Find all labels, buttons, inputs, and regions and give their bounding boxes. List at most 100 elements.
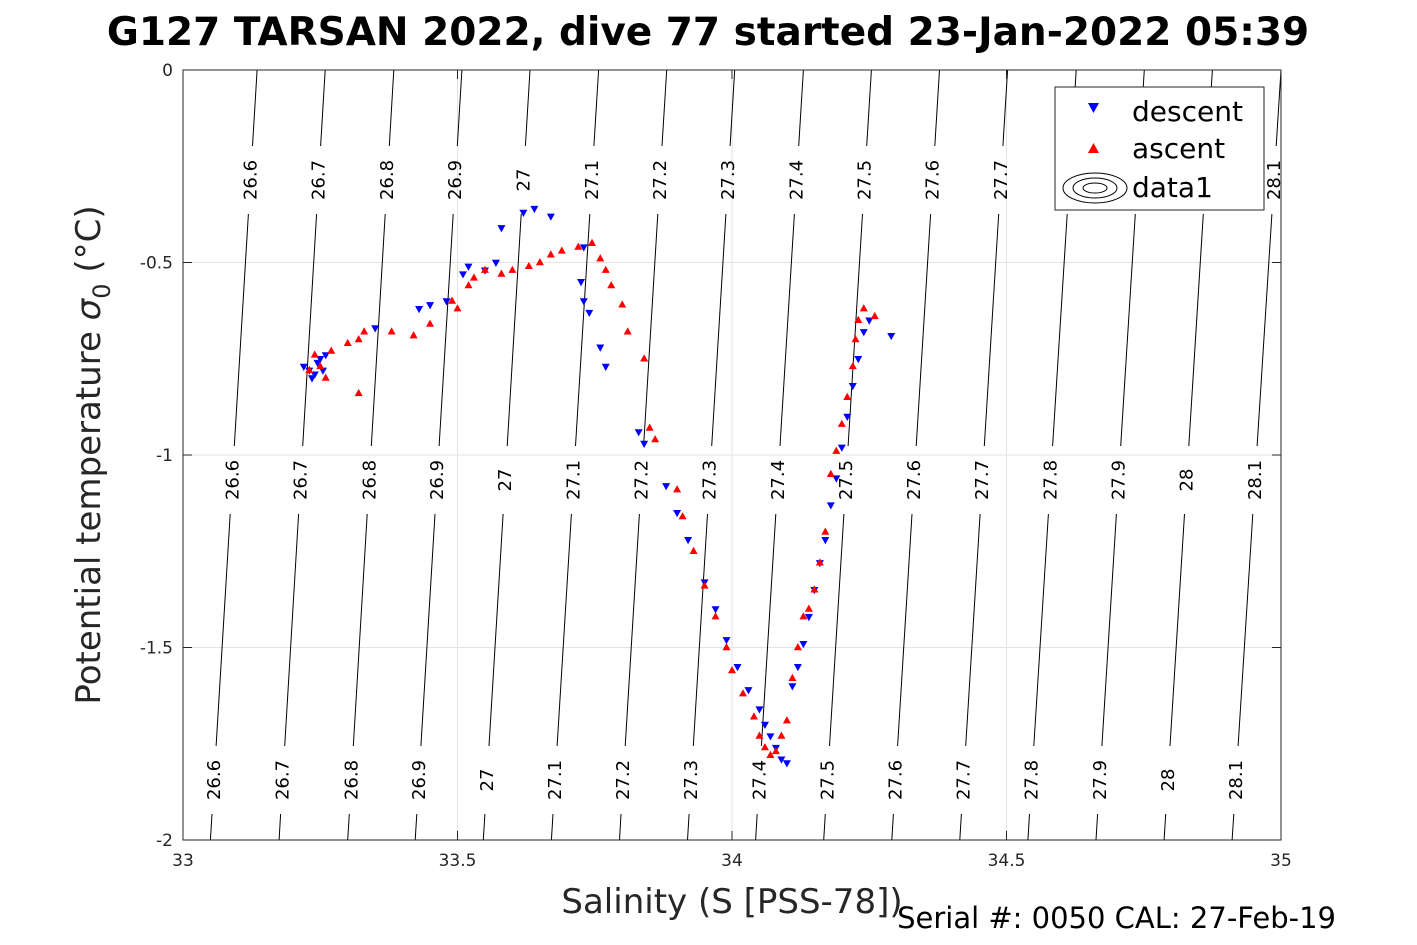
- isopycnal-line: [414, 69, 463, 841]
- isopycnal-label: 27: [495, 469, 516, 492]
- isopycnal-line: [891, 69, 940, 841]
- ascent-point: [782, 716, 791, 724]
- isopycnal-line: [482, 69, 531, 841]
- x-tick-label: 34.5: [988, 851, 1026, 871]
- isopycnal-label: 28.1: [1264, 160, 1285, 200]
- isopycnal-label: 27.6: [923, 160, 944, 200]
- ascent-point: [321, 373, 330, 381]
- ascent-point: [546, 250, 555, 258]
- descent-point: [782, 760, 791, 768]
- descent-point: [848, 383, 857, 391]
- descent-point: [843, 413, 852, 421]
- ascent-point: [535, 258, 544, 266]
- isopycnal-label: 27.5: [836, 460, 857, 500]
- descent-point: [308, 375, 317, 383]
- isopycnal-label: 26.7: [309, 160, 330, 200]
- isopycnal-label: 27.1: [564, 460, 585, 500]
- descent-point: [722, 637, 731, 645]
- descent-point: [744, 687, 753, 695]
- ascent-point: [640, 354, 649, 362]
- descent-point: [837, 444, 846, 452]
- isopycnal-line: [278, 69, 326, 841]
- isopycnal-label: 27.2: [632, 460, 653, 500]
- ascent-point: [777, 731, 786, 739]
- ascent-point: [327, 346, 336, 354]
- descent-point: [579, 244, 588, 252]
- ascent-point: [409, 331, 418, 339]
- ascent-point: [848, 361, 857, 370]
- ascent-point: [354, 335, 363, 343]
- legend-descent-label: descent: [1132, 95, 1243, 128]
- ascent-point: [755, 731, 764, 739]
- ascent-point: [354, 388, 363, 397]
- ascent-point: [810, 585, 819, 593]
- ascent-point: [689, 546, 698, 554]
- ascent-point: [623, 327, 632, 335]
- isopycnal-line: [550, 69, 600, 841]
- isopycnal-label: 28.1: [1226, 760, 1247, 800]
- descent-point: [733, 664, 742, 672]
- ascent-point: [678, 512, 687, 520]
- ascent-point: [343, 338, 352, 347]
- descent-point: [491, 259, 500, 267]
- descent-point: [596, 344, 605, 352]
- ascent-point: [832, 446, 841, 454]
- isopycnal-label: 27.6: [904, 460, 925, 500]
- descent-point: [442, 298, 451, 306]
- isopycnal-label: 27.4: [749, 760, 770, 800]
- descent-point: [640, 440, 649, 448]
- descent-point: [887, 332, 896, 341]
- descent-point: [788, 683, 797, 691]
- y-axis-label-unit: (°C): [69, 205, 109, 283]
- descent-point: [579, 298, 588, 306]
- descent-point: [760, 721, 769, 729]
- isopycnal-label: 27.8: [1022, 760, 1043, 800]
- descent-point: [793, 664, 802, 672]
- ascent-point: [651, 435, 660, 443]
- ascent-point: [574, 242, 583, 250]
- isopycnal-label: 27.4: [768, 460, 789, 500]
- x-tick-label: 35: [1270, 851, 1292, 871]
- descent-point: [530, 205, 539, 214]
- ascent-point: [826, 469, 835, 477]
- ascent-point: [316, 361, 325, 370]
- chart-title: G127 TARSAN 2022, dive 77 started 23-Jan…: [107, 10, 1309, 55]
- isopycnal-line: [687, 69, 736, 841]
- ascent-point: [851, 335, 860, 343]
- y-axis-label-subscript: 0: [88, 283, 116, 298]
- descent-point: [585, 309, 594, 318]
- isopycnal-label: 26.9: [445, 160, 466, 200]
- x-tick-label: 33: [172, 851, 194, 871]
- descent-point: [546, 213, 555, 221]
- ascent-point: [645, 423, 654, 431]
- ascent-point: [607, 281, 616, 289]
- isopycnal-label: 26.8: [341, 760, 362, 800]
- isopycnal-label: 27.1: [582, 160, 603, 200]
- isopycnal-label: 27.2: [650, 160, 671, 200]
- isopycnal-label: 27.5: [855, 160, 876, 200]
- ascent-point: [793, 643, 802, 651]
- isopycnal-label: 26.6: [222, 460, 243, 500]
- isopycnal-label: 27.7: [972, 460, 993, 500]
- ascent-point: [310, 350, 319, 358]
- descent-point: [299, 363, 308, 371]
- descent-point: [711, 606, 720, 614]
- y-axis-label-main: Potential temperature: [69, 320, 109, 704]
- legend-box: [1054, 86, 1265, 211]
- isopycnal-label: 26.6: [240, 160, 261, 200]
- isopycnal-label: 27: [477, 769, 498, 792]
- ascent-point: [843, 392, 852, 400]
- isopycnal-label: 27.6: [886, 760, 907, 800]
- isopycnal-line: [959, 69, 1009, 841]
- ascent-point: [497, 269, 506, 277]
- isopycnal-label: 27: [513, 169, 534, 192]
- descent-point: [321, 352, 330, 360]
- isopycnal-label: 28: [1177, 469, 1198, 492]
- descent-point: [497, 225, 506, 233]
- ascent-point: [360, 327, 369, 335]
- descent-point: [865, 317, 874, 325]
- isopycnal-label: 27.3: [681, 760, 702, 800]
- descent-point: [426, 302, 435, 310]
- descent-point: [662, 483, 671, 491]
- ascent-point: [728, 666, 736, 674]
